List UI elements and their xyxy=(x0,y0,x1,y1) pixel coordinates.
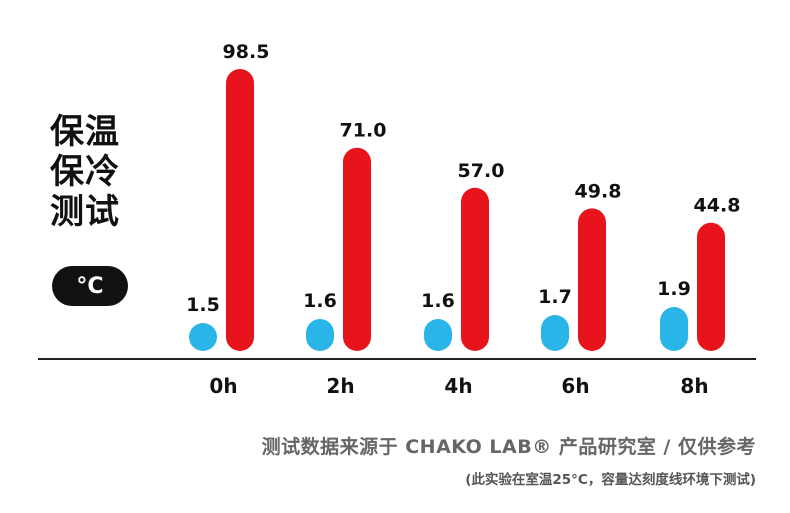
label-cold-8h: 1.9 xyxy=(657,278,691,300)
bar-hot-0h xyxy=(226,69,254,351)
bar-hot-8h xyxy=(697,222,725,351)
chart-title: 保温 保冷 测试 xyxy=(50,112,120,232)
unit-label: °C xyxy=(76,273,104,299)
bar-hot-2h xyxy=(343,147,371,351)
bar-hot-6h xyxy=(578,208,606,351)
label-hot-2h: 71.0 xyxy=(340,120,387,142)
x-tick-6h: 6h xyxy=(561,374,589,398)
footer-note: (此实验在室温25°C，容量达刻度线环境下测试) xyxy=(465,472,756,488)
title-line-3: 测试 xyxy=(50,192,120,232)
label-cold-6h: 1.7 xyxy=(538,286,572,308)
unit-badge: °C xyxy=(52,266,128,306)
bar-hot-4h xyxy=(461,187,489,351)
bar-cold-4h xyxy=(424,319,452,351)
title-line-2: 保冷 xyxy=(50,152,120,192)
x-tick-2h: 2h xyxy=(326,374,354,398)
label-cold-4h: 1.6 xyxy=(421,290,455,312)
label-hot-8h: 44.8 xyxy=(694,195,741,217)
bar-cold-8h xyxy=(660,307,688,351)
label-cold-2h: 1.6 xyxy=(303,290,337,312)
bar-cold-6h xyxy=(541,315,569,351)
label-hot-0h: 98.5 xyxy=(223,41,270,63)
bar-cold-0h xyxy=(189,323,217,351)
x-tick-8h: 8h xyxy=(680,374,708,398)
label-hot-4h: 57.0 xyxy=(458,160,505,182)
label-cold-0h: 1.5 xyxy=(186,294,220,316)
x-tick-4h: 4h xyxy=(444,374,472,398)
x-tick-0h: 0h xyxy=(209,374,237,398)
label-hot-6h: 49.8 xyxy=(575,180,622,202)
title-line-1: 保温 xyxy=(50,112,120,152)
bar-cold-2h xyxy=(306,319,334,351)
footer-source: 测试数据来源于 CHAKO LAB® 产品研究室 / 仅供参考 xyxy=(261,436,756,458)
